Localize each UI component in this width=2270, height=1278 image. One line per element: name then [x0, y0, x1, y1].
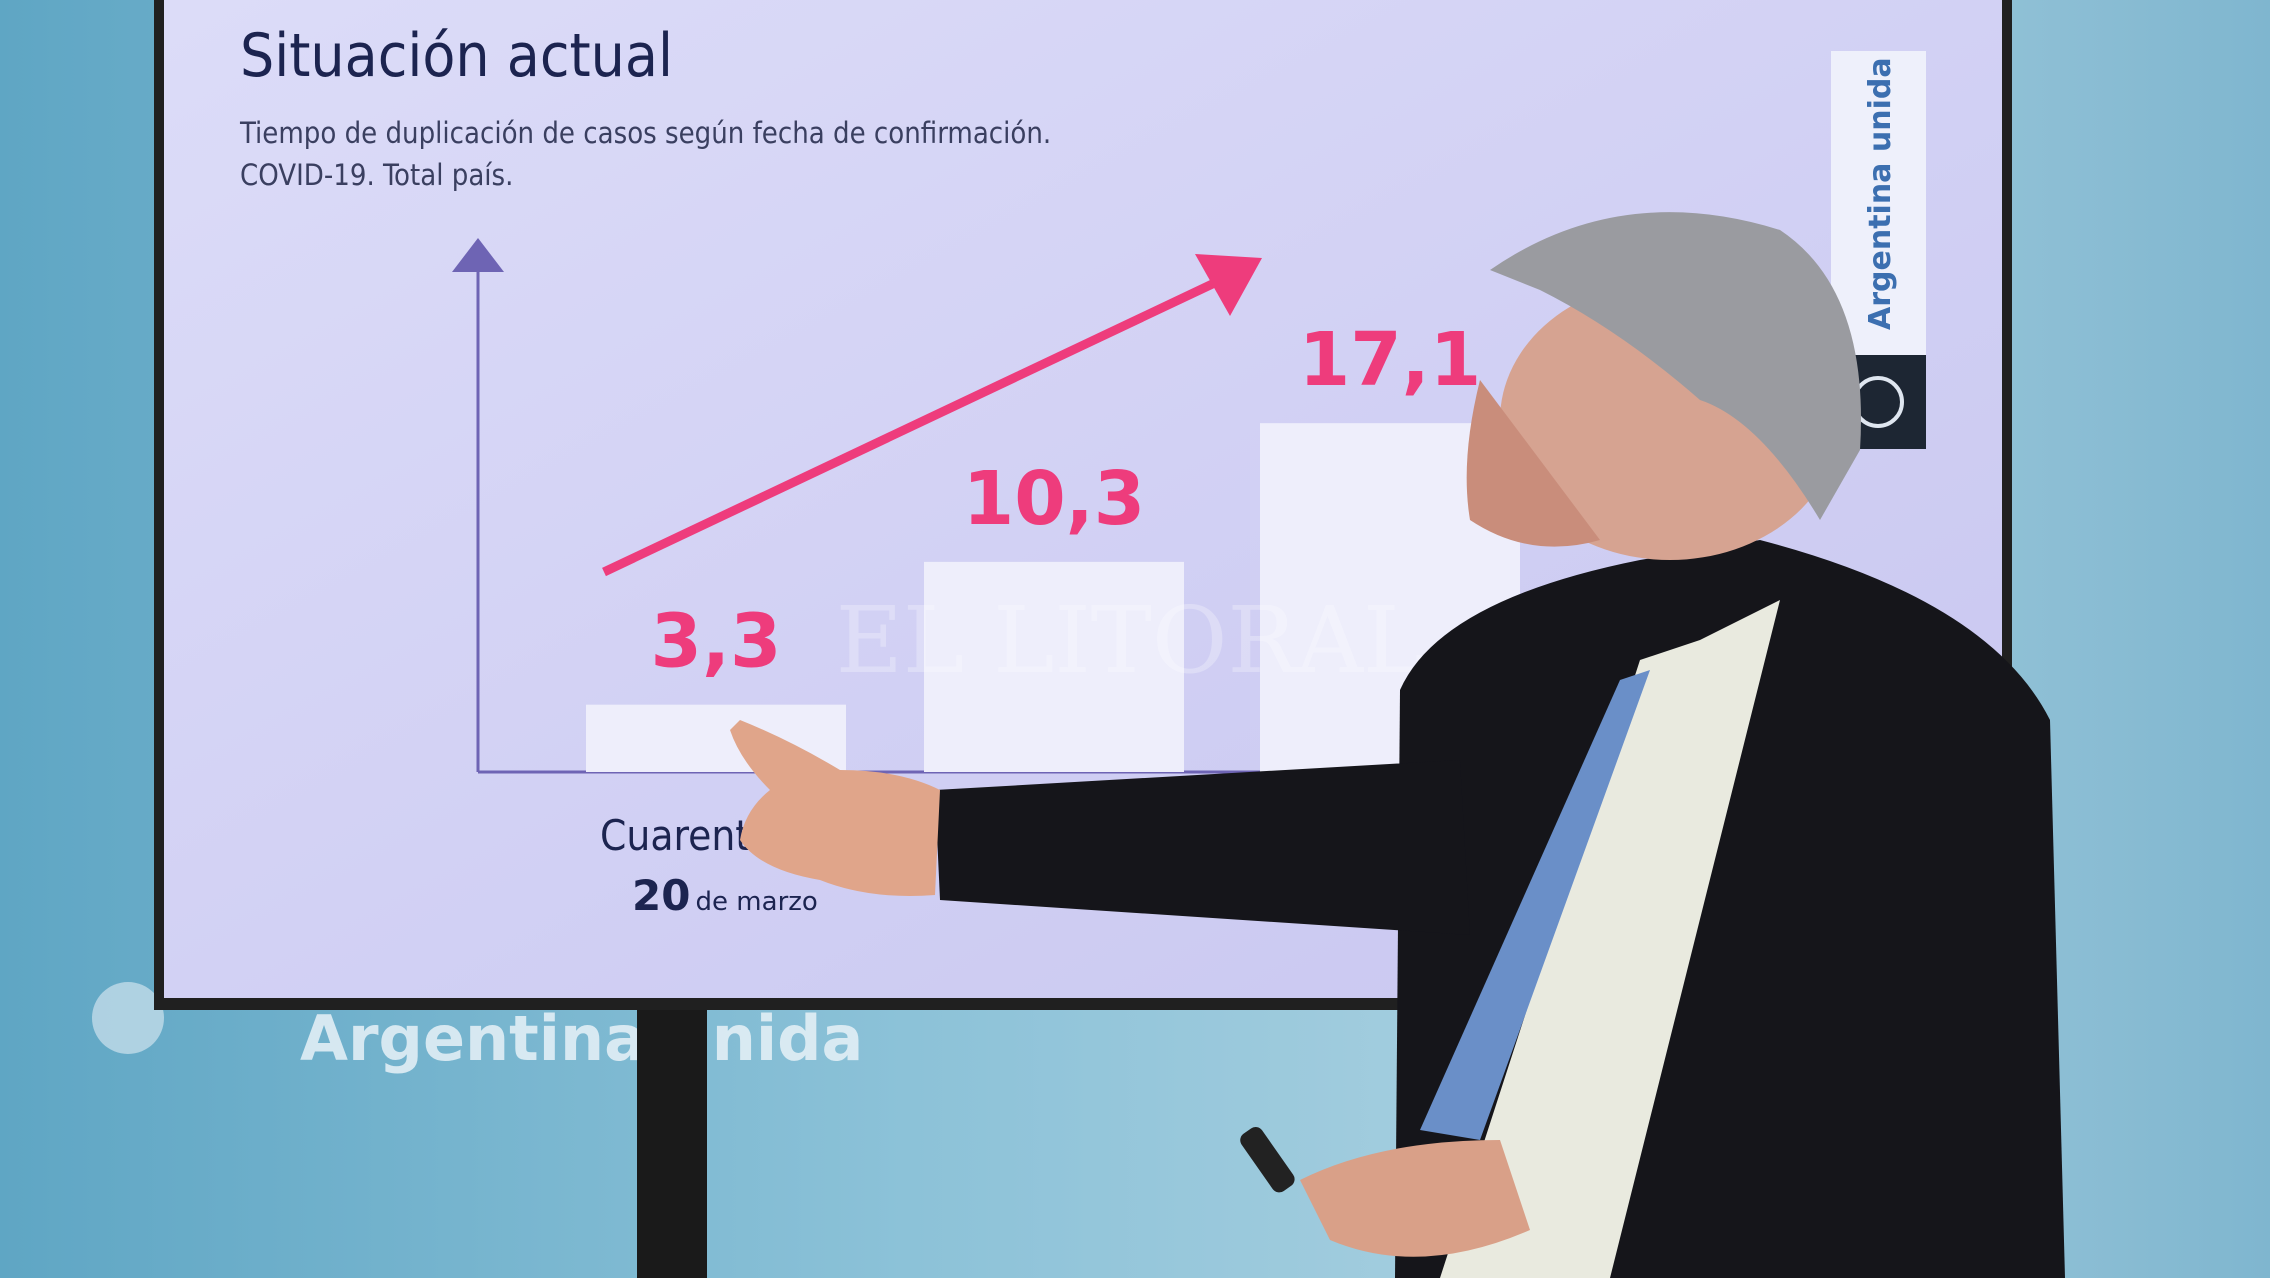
bar-value-label-1: 3,3 [650, 599, 781, 685]
side-banner [1831, 51, 1926, 355]
x-label-month: de marzo [696, 887, 818, 917]
tv-stand [637, 1000, 707, 1278]
bar-2 [924, 561, 1184, 772]
slide-subtitle-2: COVID-19. Total país. [240, 158, 513, 192]
x-label-date: 20 de marzo [632, 871, 818, 920]
y-axis-arrow-icon [452, 238, 504, 272]
watermark: EL LITORAL [836, 587, 1425, 694]
x-label-day: 20 [632, 871, 690, 920]
bar-value-label-3: 17,1 [1299, 317, 1482, 403]
bar-value-label-2: 10,3 [963, 456, 1146, 542]
slide-subtitle-1: Tiempo de duplicación de casos según fec… [239, 116, 1051, 150]
backdrop-logo-text: Argentina unida [300, 1002, 863, 1075]
backdrop-emblem-icon [92, 982, 164, 1054]
slide-title: Situación actual [240, 21, 673, 91]
trend-arrow [602, 273, 1227, 577]
trend-arrow-head-icon [1195, 254, 1262, 316]
presenter [730, 212, 2065, 1278]
side-banner-text: Argentina unida [1863, 57, 1898, 330]
